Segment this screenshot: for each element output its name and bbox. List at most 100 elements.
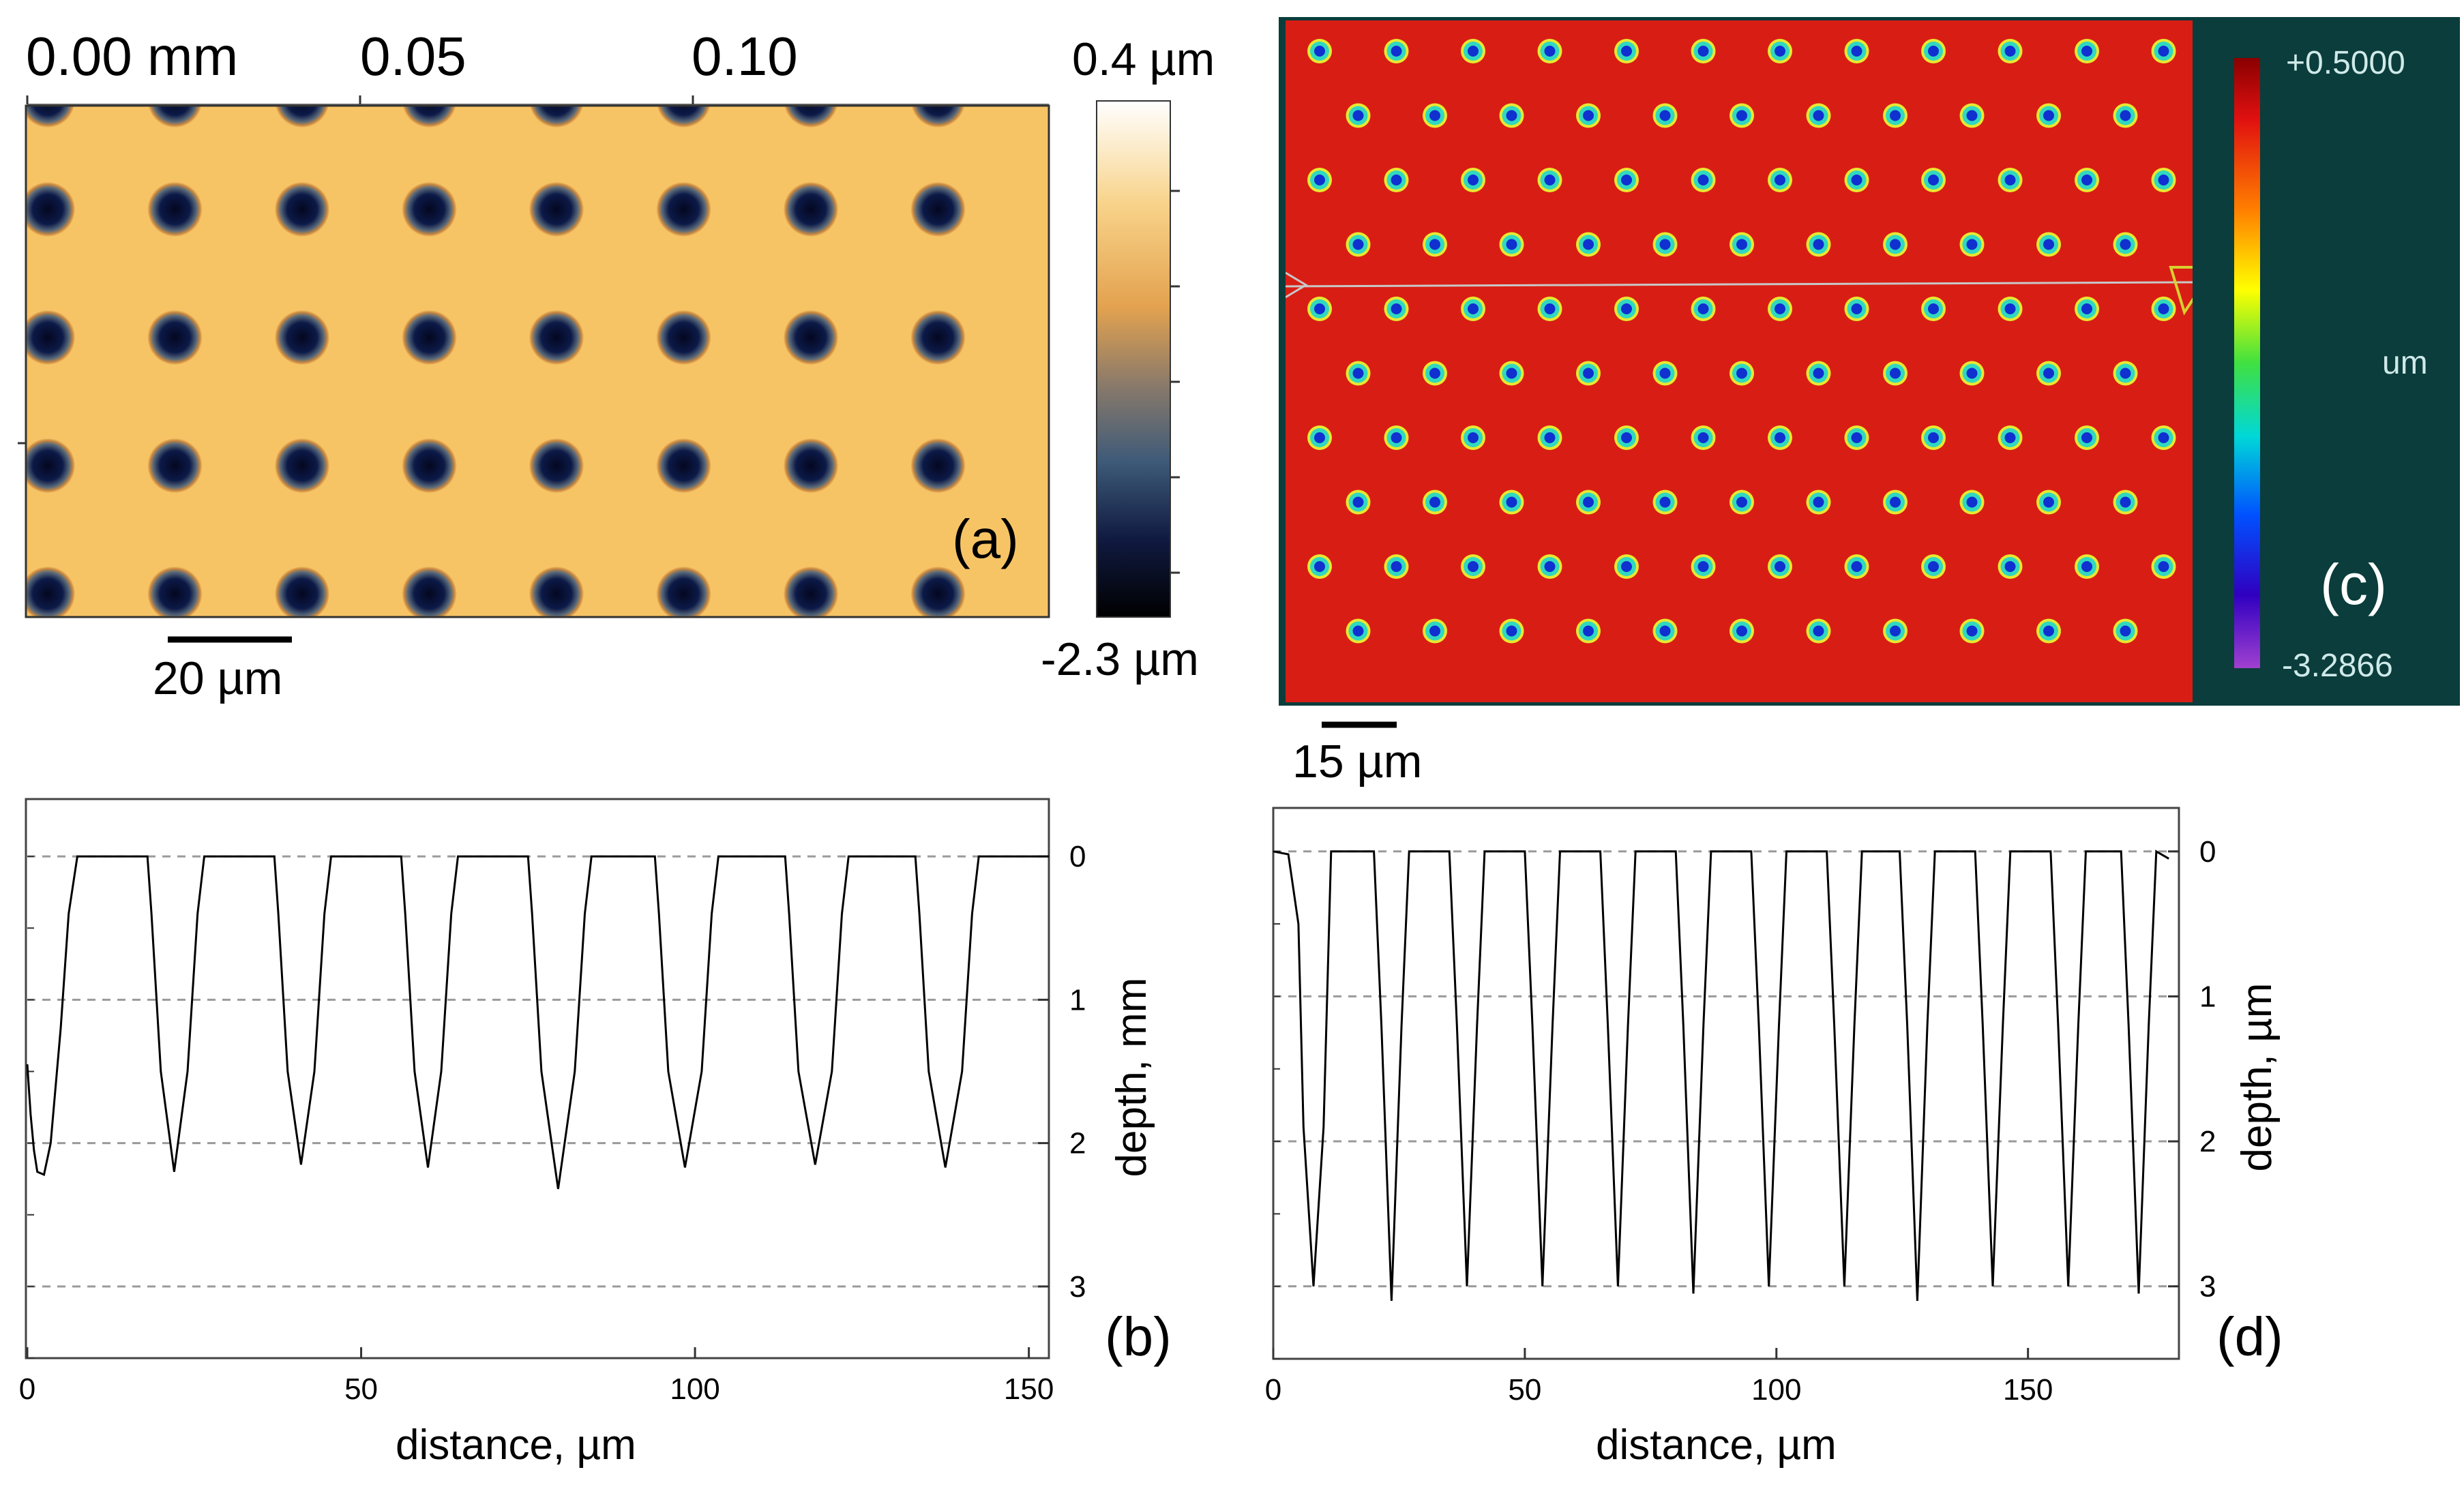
profilometer-pit [1883, 490, 1908, 515]
profilometer-pit [2036, 232, 2061, 257]
profilometer-pit [1652, 361, 1678, 386]
profilometer-pit [1730, 618, 1754, 644]
profile-end-marker-icon [2169, 266, 2193, 316]
chartD-xtick-label: 100 [1751, 1373, 1801, 1407]
afm-pit [147, 310, 203, 365]
afm-pit-partial [911, 106, 965, 127]
profilometer-pit [1537, 39, 1562, 63]
profilometer-pit [2151, 554, 2176, 579]
profilometer-pit [1998, 168, 2023, 192]
profilometer-pit [1806, 232, 1831, 257]
profilometer-pit [1499, 490, 1524, 515]
profilometer-pit [1921, 554, 1946, 579]
afm-pit [275, 438, 329, 493]
profilometer-colorbar-unit: um [2382, 345, 2428, 381]
afm-pit [147, 438, 203, 493]
chart-b-ticks: 0 50 100 150 0 1 2 3 [19, 840, 1086, 1406]
profilometer-pit [1652, 103, 1678, 128]
profilometer-pit [1652, 618, 1678, 644]
chart-d-series-line [1273, 850, 2169, 1301]
afm-pit [784, 567, 838, 617]
afm-pit-partial [275, 106, 329, 127]
chartB-xtick-label: 0 [19, 1372, 35, 1406]
afm-pit [529, 438, 584, 493]
profilometer-pit [2113, 103, 2138, 128]
profilometer-pit [2075, 554, 2099, 579]
profilometer-pit [1652, 490, 1678, 515]
afm-pit [656, 567, 711, 617]
chartD-ytick-label: 2 [2199, 1125, 2216, 1158]
chart-b-xlabel: distance, µm [396, 1422, 636, 1469]
panel-label-b: (b) [1105, 1306, 1172, 1367]
profilometer-pit [1844, 554, 1869, 579]
profilometer-pit [2151, 425, 2176, 450]
profilometer-pit [1537, 425, 1562, 450]
chartB-ytick-label: 1 [1069, 983, 1086, 1017]
panel-c: +0.5000 um -3.2866 (c) 15 µm [1279, 17, 2460, 787]
profilometer-pit [1691, 425, 1716, 450]
profilometer-pit [1959, 361, 1985, 386]
profilometer-pit [1844, 425, 1869, 450]
profilometer-pit [1346, 232, 1371, 257]
chartD-ytick-label: 1 [2199, 980, 2216, 1013]
ruler-label-0: 0.00 mm [26, 26, 238, 87]
chartB-ytick-label: 3 [1069, 1270, 1086, 1304]
profilometer-pit [1614, 168, 1639, 192]
profilometer-pit [2113, 232, 2138, 257]
profilometer-pit [1384, 168, 1409, 192]
profilometer-pit [1499, 103, 1524, 128]
profilometer-pit [1998, 39, 2023, 63]
chart-b-series-line [26, 855, 1049, 1190]
chartB-ytick-label: 0 [1069, 840, 1086, 873]
profilometer-pit [1768, 554, 1792, 579]
profilometer-pit [1998, 554, 2023, 579]
afm-pits [26, 106, 966, 617]
afm-pit [402, 182, 457, 237]
profilometer-colorbar-max: +0.5000 [2286, 45, 2405, 81]
profilometer-pit [1423, 361, 1447, 386]
afm-pit [784, 438, 838, 493]
afm-pit [275, 567, 329, 617]
chart-b-gridlines [27, 855, 1049, 1288]
afm-pit [910, 438, 966, 493]
profilometer-pit [1384, 297, 1409, 321]
afm-image-frame [25, 104, 1050, 618]
profilometer-pits [1307, 39, 2176, 644]
afm-image [26, 106, 1049, 617]
profilometer-colorbar-min: -3.2866 [2282, 648, 2393, 684]
profilometer-pit [1307, 39, 1332, 63]
profilometer-pit [1423, 103, 1447, 128]
profilometer-pit [2113, 618, 2138, 644]
profilometer-pit [1844, 297, 1869, 321]
afm-pit-partial [26, 106, 75, 127]
profilometer-pit [2075, 425, 2099, 450]
afm-pit [656, 182, 711, 237]
profilometer-pit [1998, 297, 2023, 321]
scale-bar-a-label: 20 µm [153, 652, 282, 704]
profilometer-pit [1959, 618, 1985, 644]
afm-pit [910, 182, 966, 237]
profilometer-pit [1806, 103, 1831, 128]
profilometer-pit [1768, 297, 1792, 321]
chart-d-gridlines [1273, 850, 2179, 1288]
profilometer-pit [1461, 168, 1485, 192]
afm-pit [784, 182, 838, 237]
afm-pit [529, 310, 584, 365]
afm-pit-partial [402, 106, 456, 127]
profilometer-pit [1691, 168, 1716, 192]
profilometer-pit [1883, 103, 1908, 128]
profile-start-marker [1286, 271, 1308, 299]
profilometer-pit [1921, 168, 1946, 192]
profilometer-pit [1537, 554, 1562, 579]
profilometer-pit [1423, 618, 1447, 644]
ruler-label-1: 0.05 [360, 26, 466, 87]
profilometer-pit [1461, 297, 1485, 321]
afm-pit [910, 310, 966, 365]
afm-pit [26, 310, 75, 365]
afm-pit [275, 182, 329, 237]
profilometer-pit [1614, 425, 1639, 450]
profile-line-marker [1286, 281, 2193, 288]
profilometer-pit [2113, 361, 2138, 386]
profilometer-pit [2151, 297, 2176, 321]
